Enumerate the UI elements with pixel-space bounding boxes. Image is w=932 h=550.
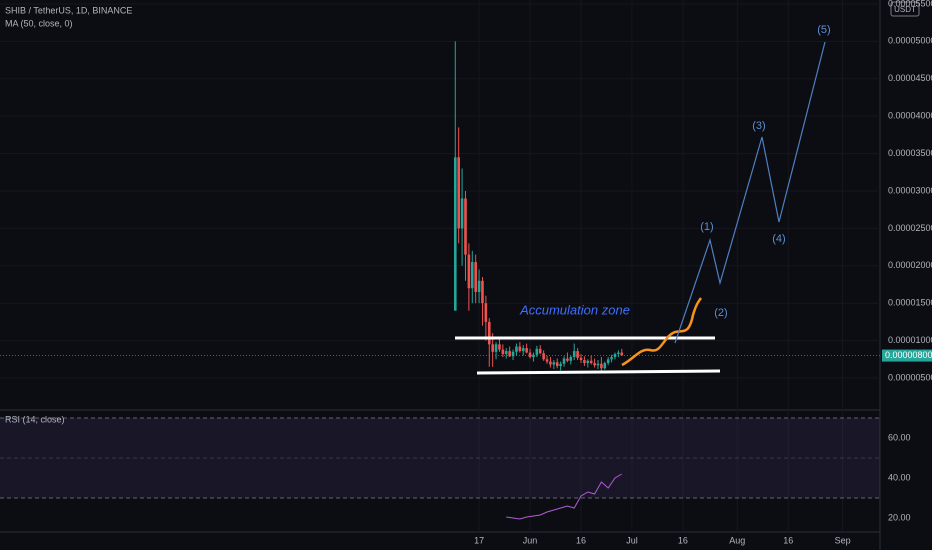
candle-body: [572, 351, 576, 358]
candle-body: [538, 348, 542, 354]
candle-body: [467, 254, 471, 289]
y-tick-label: 60.00: [888, 432, 911, 442]
candle-body: [494, 344, 498, 352]
rsi-band: [0, 418, 880, 498]
candle-body: [600, 363, 603, 369]
candle-body: [613, 354, 617, 358]
x-tick-label: 17: [474, 535, 484, 545]
last-price-box: [882, 349, 932, 362]
candle-body: [593, 363, 596, 366]
candle-body: [518, 346, 522, 352]
candle-body: [487, 321, 491, 345]
wave-label: (4): [772, 233, 785, 245]
candle-body: [569, 357, 573, 361]
candle-body: [484, 303, 488, 322]
y-tick-label: 0.00003500: [888, 148, 932, 158]
candle-body: [620, 352, 624, 356]
projection-curve: [621, 297, 703, 367]
candle-body: [501, 349, 505, 355]
candle-body: [549, 361, 552, 365]
indicator-label: MA (50, close, 0): [5, 18, 73, 28]
elliott-wave: [674, 41, 826, 344]
x-tick-label: 16: [576, 535, 586, 545]
y-tick-label: 0.00002000: [888, 260, 932, 270]
wave-label: (1): [700, 221, 713, 233]
candle-body: [532, 354, 535, 358]
candle-body: [504, 351, 508, 355]
y-tick-label: 0.00001000: [888, 335, 932, 345]
x-tick-label: Jun: [523, 535, 538, 545]
y-tick-label: 0.00003000: [888, 185, 932, 195]
candle-body: [610, 357, 613, 360]
y-tick-label: 0.00005500: [888, 0, 932, 8]
candle-body: [606, 359, 610, 364]
candle-body: [474, 262, 477, 292]
candle-body: [521, 348, 525, 352]
candle-body: [596, 363, 600, 366]
currency-label[interactable]: USDT: [894, 5, 916, 14]
wave-label: (3): [752, 120, 765, 132]
y-tick-label: 0.00002500: [888, 223, 932, 233]
candle-body: [464, 198, 467, 255]
y-tick-label: 0.00001500: [888, 298, 932, 308]
y-tick-label: 0.00000500: [888, 372, 932, 382]
candle-body: [498, 344, 501, 350]
candle-body: [545, 359, 549, 362]
x-tick-label: Aug: [729, 535, 745, 545]
candle-body: [515, 346, 518, 352]
support-line: [476, 369, 721, 375]
wave-label: (2): [714, 307, 727, 319]
candle-body: [460, 198, 464, 229]
candle-body: [542, 353, 545, 360]
last-price-label: 0.00000800: [885, 350, 932, 360]
candle-body: [457, 157, 460, 229]
candle-body: [562, 358, 566, 364]
x-tick-label: Jul: [626, 535, 638, 545]
grid: [0, 0, 880, 532]
candle-body: [559, 363, 562, 367]
y-tick-label: 0.00004500: [888, 73, 932, 83]
candle-body: [511, 351, 515, 357]
candle-body: [535, 348, 539, 355]
currency-box[interactable]: [890, 1, 920, 17]
candle-body: [566, 358, 569, 361]
y-tick-label: 0.00005000: [888, 36, 932, 46]
x-tick-label: Sep: [835, 535, 851, 545]
rsi-title: RSI (14, close): [5, 414, 65, 424]
chart-title: SHIB / TetherUS, 1D, BINANCE: [5, 5, 132, 15]
candle-body: [477, 280, 481, 292]
y-tick-label: 20.00: [888, 512, 911, 522]
candle-body: [617, 352, 620, 355]
x-tick-label: 16: [783, 535, 793, 545]
candle-body: [579, 357, 583, 361]
candle-body: [586, 360, 590, 364]
candle-body: [576, 351, 579, 358]
candle-body: [525, 348, 528, 353]
candle-body: [555, 362, 559, 367]
y-tick-label: 0.00004000: [888, 111, 932, 121]
annotation: Accumulation zone: [519, 302, 630, 317]
y-tick-label: 40.00: [888, 472, 911, 482]
marks: [453, 41, 624, 520]
candle-body: [603, 363, 607, 369]
candle-body: [583, 360, 586, 364]
candle-body: [589, 360, 593, 364]
candle-body: [508, 351, 511, 357]
rsi-line: [506, 473, 623, 520]
candle-body: [528, 352, 532, 358]
candle-body: [491, 344, 494, 352]
wave-label: (5): [817, 24, 830, 36]
candle-body: [481, 280, 484, 304]
candle-body: [552, 362, 556, 365]
candle-body: [453, 157, 457, 311]
x-tick-label: 16: [678, 535, 688, 545]
candle-body: [470, 262, 474, 289]
